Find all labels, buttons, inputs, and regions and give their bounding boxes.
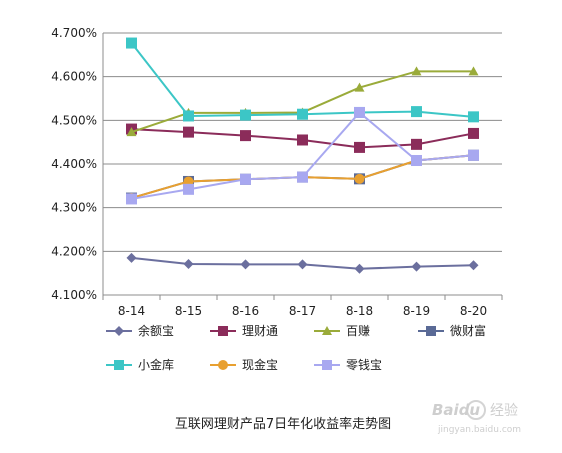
data-point (126, 193, 137, 205)
y-tick-label: 4.200% (51, 244, 97, 258)
data-point (183, 183, 194, 195)
legend-label: 现金宝 (242, 357, 278, 372)
chart-title: 互联网理财产品7日年化收益率走势图 (175, 416, 391, 432)
legend-label: 理财通 (242, 324, 278, 338)
data-point (354, 263, 365, 274)
data-point (240, 109, 251, 121)
legend-marker (218, 360, 228, 370)
series-7 (126, 106, 479, 205)
legend-marker (426, 326, 436, 336)
legend-item: 余额宝 (106, 323, 174, 338)
data-point (183, 258, 194, 269)
data-point (240, 173, 251, 185)
legend-marker (218, 326, 228, 336)
data-point (354, 173, 365, 184)
data-point (297, 259, 308, 270)
data-point (411, 261, 422, 272)
y-tick-label: 4.600% (51, 70, 97, 84)
x-tick-label: 8-19 (403, 304, 430, 318)
x-tick-label: 8-18 (346, 304, 373, 318)
legend-label: 小金库 (138, 357, 174, 372)
watermark: Baidu 经验 jingyan.baidu.com (432, 400, 521, 435)
data-point (183, 110, 194, 122)
x-axis: 8-14 8-15 8-16 8-17 8-18 8-19 8-20 (102, 294, 503, 318)
data-point (468, 127, 479, 139)
y-tick-label: 4.300% (51, 201, 97, 215)
legend-marker (114, 326, 124, 336)
watermark-cn: 经验 (490, 403, 518, 419)
data-point (411, 138, 422, 150)
legend-item: 理财通 (210, 324, 278, 338)
data-point (126, 37, 137, 49)
data-point (297, 108, 308, 120)
y-tick-label: 4.100% (51, 288, 97, 302)
series-1 (126, 252, 479, 274)
legend-marker (114, 360, 124, 370)
data-point (354, 106, 365, 118)
legend-item: 微财富 (418, 323, 486, 338)
data-point (354, 141, 365, 153)
x-tick-label: 8-14 (118, 304, 145, 318)
legend-label: 零钱宝 (346, 357, 382, 372)
series-2 (126, 123, 479, 153)
data-point (468, 111, 479, 123)
y-tick-label: 4.700% (51, 26, 97, 40)
legend-item: 百赚 (314, 323, 370, 338)
legend-label: 微财富 (450, 323, 486, 338)
legend-marker (322, 360, 332, 370)
series-5 (126, 37, 479, 123)
data-point (240, 259, 251, 270)
series-layer (126, 37, 479, 274)
watermark-paw-icon (466, 400, 486, 420)
legend-marker (322, 326, 332, 335)
series-line (130, 42, 474, 118)
legend-label: 余额宝 (138, 323, 174, 338)
series-line (131, 111, 474, 200)
y-tick-label: 4.400% (51, 157, 97, 171)
data-point (126, 252, 137, 263)
data-point (126, 127, 137, 137)
series-line (131, 70, 474, 134)
data-point (468, 260, 479, 271)
data-point (411, 106, 422, 118)
y-tick-label: 4.500% (51, 113, 97, 127)
data-point (411, 155, 422, 167)
watermark-url: jingyan.baidu.com (437, 425, 521, 435)
x-tick-label: 8-15 (175, 304, 202, 318)
legend-item: 现金宝 (210, 357, 278, 372)
data-point (411, 66, 422, 76)
data-point (468, 66, 479, 76)
data-point (297, 171, 308, 183)
x-tick-label: 8-17 (289, 304, 316, 318)
y-axis: 4.100% 4.200% 4.300% 4.400% 4.500% 4.600% 4.70… (51, 26, 104, 302)
legend-item: 小金库 (106, 357, 174, 372)
watermark-brand: Baidu (432, 401, 480, 419)
data-point (354, 82, 365, 92)
data-point (240, 130, 251, 142)
legend-label: 百赚 (346, 323, 370, 338)
legend-item: 零钱宝 (314, 357, 382, 372)
data-point (468, 149, 479, 161)
x-tick-label: 8-16 (232, 304, 259, 318)
x-tick-label: 8-20 (460, 304, 487, 318)
data-point (183, 126, 194, 138)
data-point (297, 134, 308, 146)
